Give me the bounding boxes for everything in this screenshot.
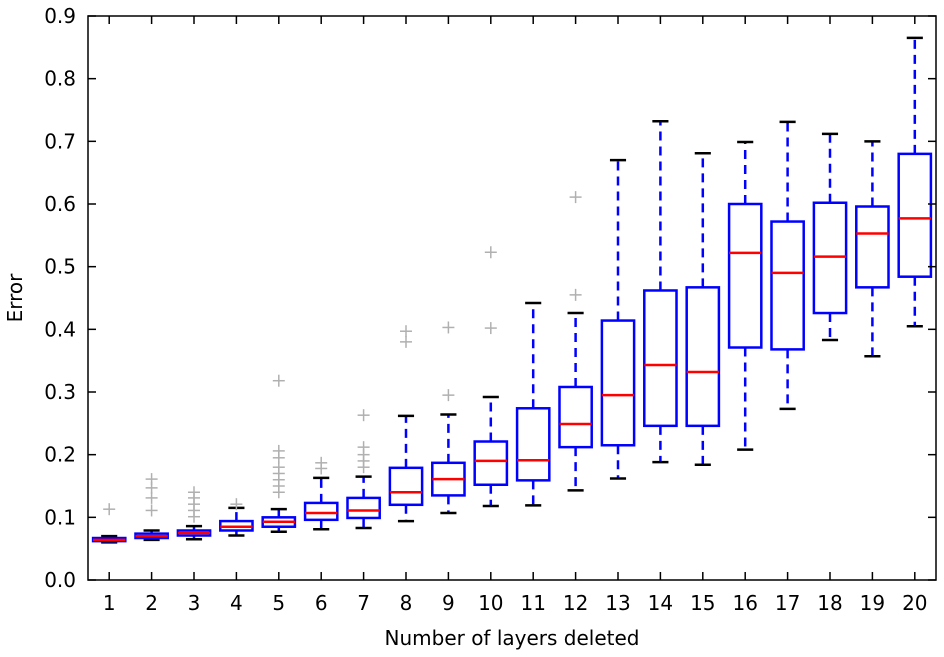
y-tick-label: 0.0 [44,568,76,592]
box-iqr [388,466,424,507]
box-iqr [515,407,551,482]
x-tick-label: 3 [188,591,201,615]
x-tick-label: 5 [272,591,285,615]
box-13 [600,158,636,480]
x-tick-label: 19 [860,591,885,615]
box-16 [727,140,763,451]
x-axis-label: Number of layers deleted [385,626,640,650]
plot-frame [87,15,937,581]
outlier-marker [484,322,497,335]
y-tick-label: 0.6 [44,192,76,216]
outlier-marker [569,191,582,204]
x-tick-label: 12 [563,591,588,615]
box-9 [431,321,466,515]
outlier-marker [442,389,455,402]
x-tick-label: 11 [520,591,545,615]
box-8 [388,325,424,523]
x-tick-label: 9 [442,591,455,615]
x-tick-label: 10 [478,591,503,615]
outlier-marker [145,473,158,486]
box-iqr [303,501,339,522]
x-tick-label: 18 [817,591,842,615]
box-iqr [812,201,848,315]
outlier-marker [484,246,497,259]
outlier-marker [400,325,412,338]
box-15 [685,151,721,466]
box-7 [346,409,381,530]
y-tick-label: 0.3 [44,380,76,404]
box-12 [558,191,593,492]
box-iqr [897,152,933,278]
x-tick-label: 1 [103,591,116,615]
outlier-marker [272,374,285,387]
outlier-marker [315,456,328,469]
x-tick-label: 8 [400,591,413,615]
x-tick-label: 7 [357,591,370,615]
box-5 [261,374,297,533]
x-tick-label: 15 [690,591,715,615]
box-iqr [727,202,763,349]
y-tick-label: 0.4 [44,317,76,341]
box-3 [176,486,212,541]
box-iqr [855,205,890,289]
x-tick-label: 13 [605,591,630,615]
x-tick-label: 17 [775,591,800,615]
box-6 [303,456,339,531]
box-17 [770,120,805,411]
box-14 [643,120,678,464]
y-axis-label: Error [3,273,27,323]
box-18 [812,132,848,342]
x-tick-label: 4 [230,591,243,615]
outlier-marker [442,321,455,334]
x-tick-label: 14 [648,591,673,615]
x-tick-label: 2 [145,591,158,615]
outlier-marker [230,498,243,511]
box-iqr [473,440,509,486]
box-iqr [770,220,805,351]
box-19 [855,140,890,358]
outlier-marker [272,444,285,457]
y-tick-label: 0.5 [44,255,76,279]
box-10 [473,246,509,508]
box-iqr [685,286,721,428]
outlier-marker [188,486,200,499]
box-iqr [600,319,636,447]
box-20 [897,36,933,328]
y-tick-label: 0.8 [44,67,76,91]
box-1 [91,503,127,544]
box-iqr [558,385,593,449]
outlier-marker [357,409,370,422]
box-iqr [346,496,381,520]
plot-area [91,36,933,544]
y-tick-label: 0.2 [44,443,76,467]
x-tick-label: 16 [732,591,757,615]
box-4 [219,498,254,537]
outlier-marker [357,441,370,454]
y-tick-label: 0.7 [44,129,76,153]
outlier-marker [103,503,116,516]
axes: 0.00.10.20.30.40.50.60.70.80.91 2 3 4 5 6 7 8 9 1… [44,4,936,615]
outlier-marker [145,504,158,517]
box-11 [515,301,551,507]
y-tick-label: 0.9 [44,4,76,28]
box-iqr [643,289,678,428]
x-tick-label: 6 [315,591,328,615]
outlier-marker [569,288,582,301]
outlier-marker [400,335,412,348]
x-tick-label: 20 [902,591,927,615]
outlier-marker [145,491,158,504]
y-tick-label: 0.1 [44,505,76,529]
box-2 [134,473,169,542]
